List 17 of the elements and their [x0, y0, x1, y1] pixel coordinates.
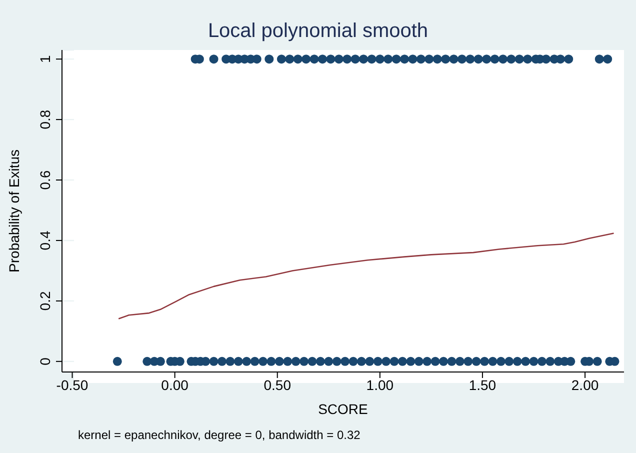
y-tick-label: 0 [37, 357, 53, 366]
x-tick-label: 0.00 [161, 376, 189, 393]
line-series [118, 232, 614, 320]
y-axis-title: Probability of Exitus [6, 150, 22, 272]
x-tick-label: -0.50 [56, 376, 88, 393]
chart-title: Local polynomial smooth [206, 20, 430, 43]
y-tick-label: 0.4 [37, 230, 53, 250]
x-tick-label: 0.50 [264, 376, 292, 393]
y-tick-label: 1 [37, 54, 53, 63]
x-tick-label: 1.50 [468, 376, 496, 393]
y-tick-label: 0.8 [37, 110, 53, 130]
x-tick-label: 2.00 [571, 376, 599, 393]
x-axis-title: SCORE [318, 401, 368, 417]
y-tick-label: 0.2 [37, 291, 53, 311]
x-tick-label: 1.00 [366, 376, 394, 393]
y-tick-label: 0.6 [37, 170, 53, 190]
text: kernel = epanechnikov, degree = 0, bandwidth = 0.32 [78, 428, 360, 442]
